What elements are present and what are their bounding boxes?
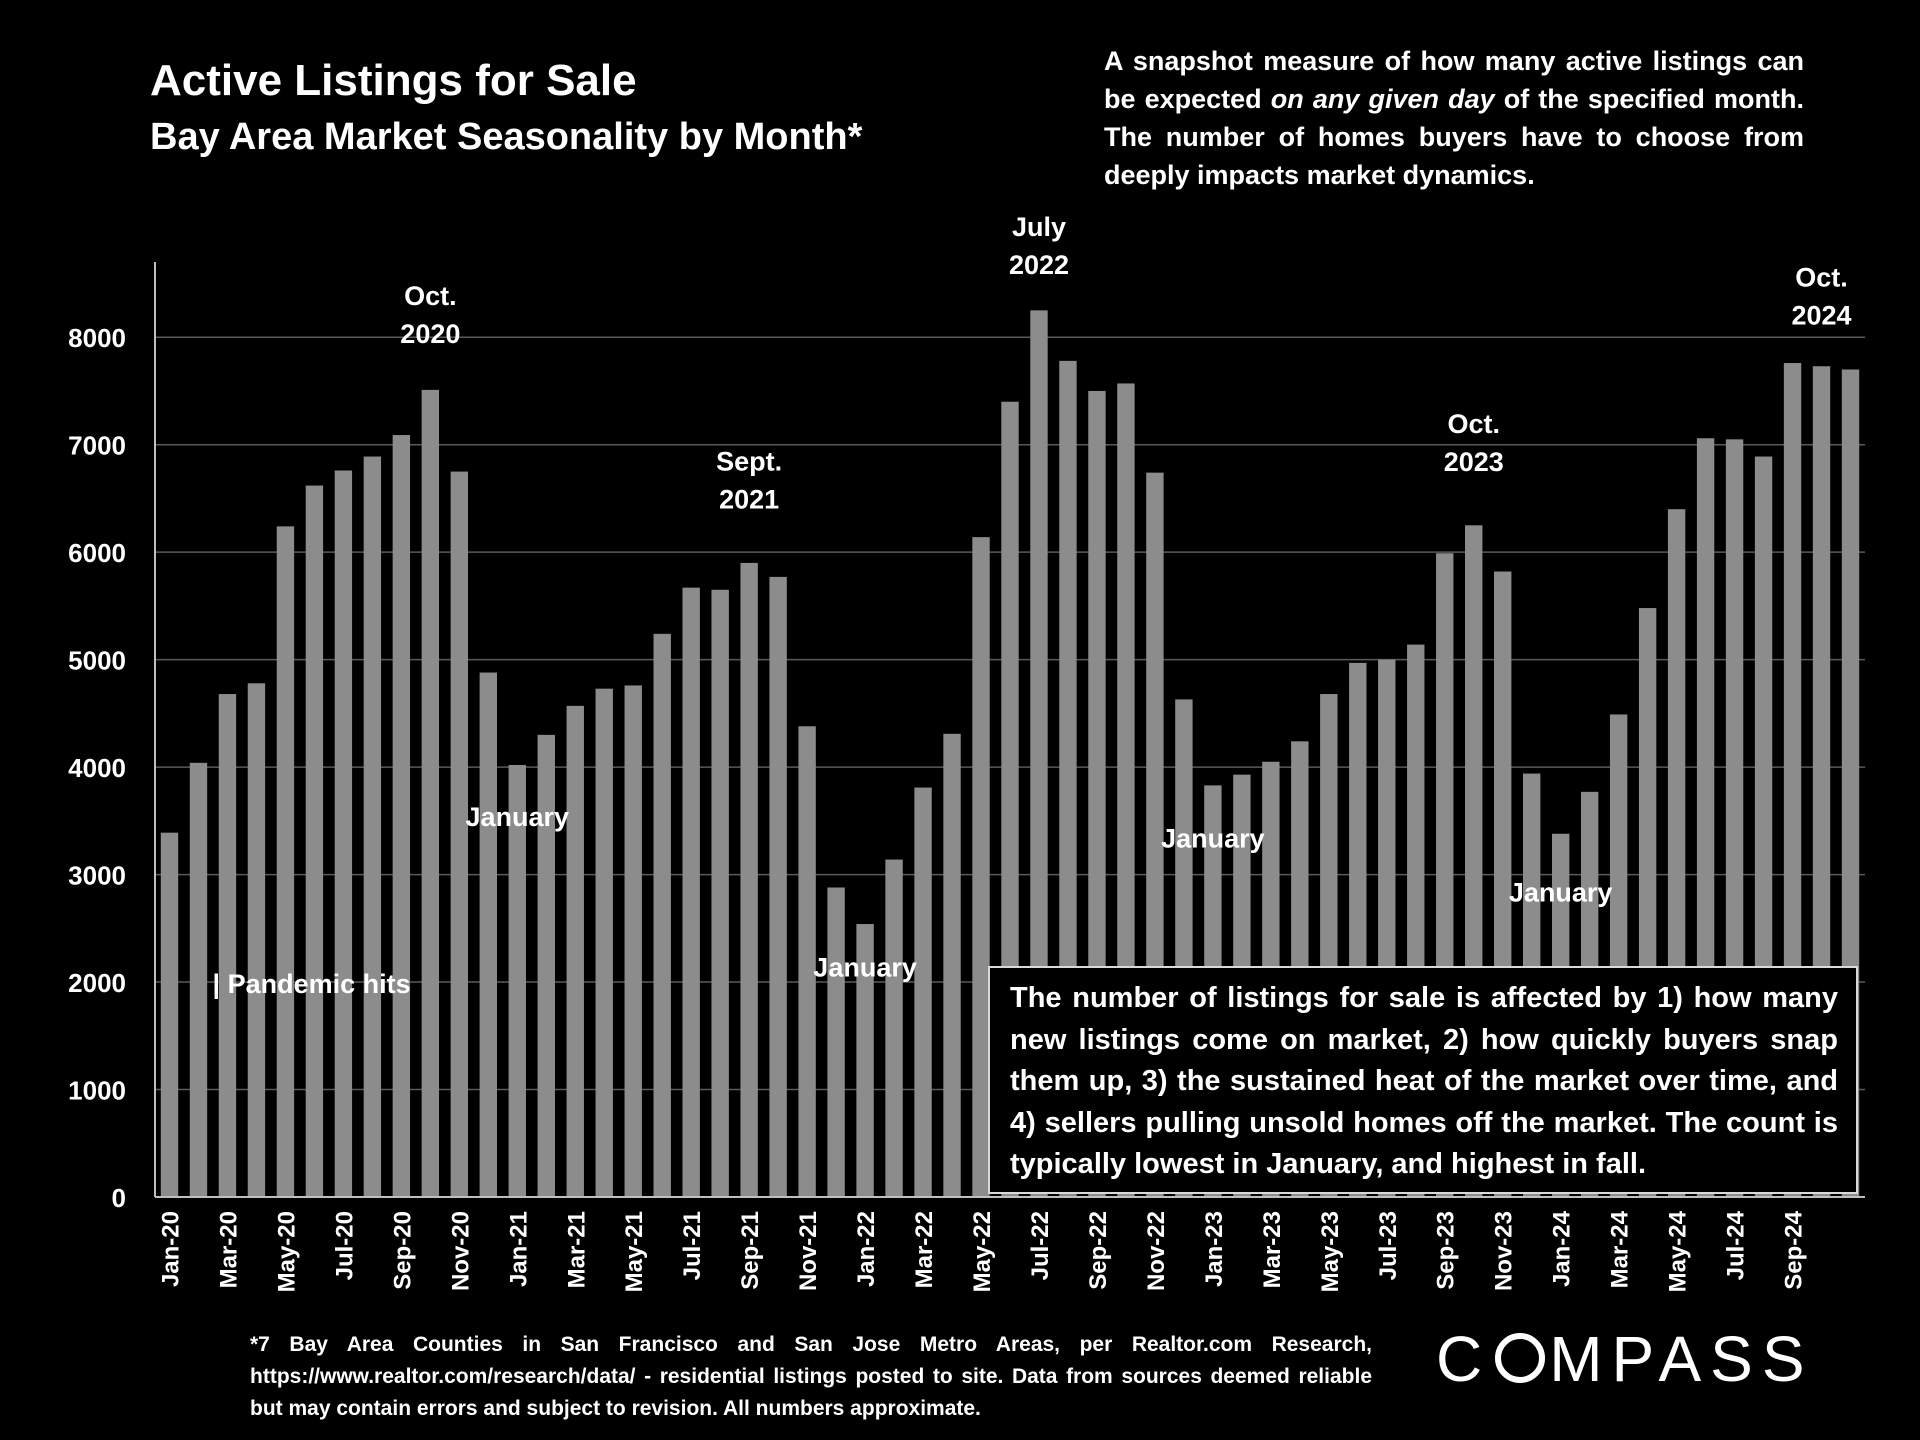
x-tick-label: Nov-20 [447,1211,474,1291]
chart-title: Active Listings for Sale [150,56,637,105]
x-tick-label: Sep-21 [737,1211,764,1290]
bar-jun-20 [305,485,324,1197]
x-tick-label: Sep-23 [1433,1211,1460,1290]
x-tick-label: Mar-20 [215,1211,242,1288]
bar-aug-20 [363,456,382,1198]
x-axis-ticks: Jan-20 Mar-20 May-20 Jul-20 Sep-20 Nov-20 Jan-… [157,1210,1807,1292]
bar-mar-22 [914,787,932,1197]
bar-dec-20 [479,672,497,1197]
x-tick-label: Jan-20 [157,1211,184,1287]
annotation-label: Oct. [1447,409,1500,439]
x-tick-label: May-23 [1317,1211,1344,1292]
x-tick-label: Sep-22 [1085,1211,1112,1290]
bar-apr-21 [595,688,613,1197]
logo-text-right: MPASS [1549,1323,1814,1395]
x-tick-label: Sep-24 [1781,1210,1808,1289]
x-tick-label: Jul-23 [1375,1211,1402,1280]
bar-nov-21 [798,726,816,1197]
annotation-label: January [813,953,917,983]
logo-text-left: C [1436,1323,1492,1395]
x-tick-label: May-21 [621,1211,648,1292]
y-tick-label: 1000 [68,1076,126,1106]
x-tick-label: Mar-24 [1607,1210,1634,1288]
bar-sep-21 [740,562,758,1197]
x-tick-label: Jan-22 [853,1211,880,1287]
bar-dec-21 [827,887,845,1197]
axes [154,262,1865,1198]
annotation-label: Sept. [716,446,782,476]
description-text-2: of the specified month. The number of ho… [1104,84,1804,190]
y-tick-label: 5000 [68,646,126,676]
annotation-label: January [466,802,570,832]
bar-feb-21 [537,734,555,1197]
y-tick-label: 2000 [68,968,126,998]
x-tick-label: Nov-22 [1143,1211,1170,1291]
bar-jan-20 [160,832,179,1197]
annotation-label: January [1161,824,1265,854]
x-tick-label: Jul-24 [1723,1210,1750,1280]
bar-mar-21 [566,705,584,1197]
bar-jun-21 [653,633,671,1197]
x-tick-label: Jan-24 [1549,1210,1576,1287]
annotation-label: July [1012,212,1066,242]
chart-subtitle: Bay Area Market Seasonality by Month* [150,116,863,158]
x-tick-label: Mar-21 [563,1211,590,1288]
annotation-label: Oct. [1795,263,1848,293]
x-tick-label: Mar-23 [1259,1211,1286,1288]
y-tick-label: 8000 [68,323,126,353]
bar-may-20 [276,526,295,1197]
x-tick-label: Nov-21 [795,1211,822,1291]
annotation-label: January [1509,877,1613,907]
x-tick-label: Mar-22 [911,1211,938,1288]
bar-apr-22 [943,733,961,1197]
x-tick-label: Nov-23 [1491,1211,1518,1291]
logo-o-icon [1495,1333,1546,1383]
annotation-label: 2020 [400,319,460,349]
x-tick-label: Jul-21 [679,1211,706,1280]
annotation-label: | Pandemic hits [213,969,411,999]
description-emphasis: on any given day [1270,84,1495,114]
x-tick-label: May-20 [273,1211,300,1292]
description-text-1: A snapshot measure of how many active li… [1104,46,1804,114]
x-tick-label: May-22 [969,1211,996,1292]
bar-may-21 [624,685,642,1197]
footnote: *7 Bay Area Counties in San Francisco an… [250,1333,1372,1420]
bar-sep-20 [392,435,411,1197]
x-tick-label: Sep-20 [389,1211,416,1290]
bar-oct-21 [769,576,787,1197]
y-tick-label: 7000 [68,431,126,461]
y-tick-label: 4000 [68,753,126,783]
annotation-label: Oct. [404,281,457,311]
bar-mar-20 [218,694,237,1197]
bar-jan-22 [856,924,874,1197]
explanation-box: The number of listings for sale is affec… [988,966,1858,1194]
y-tick-label: 3000 [68,861,126,891]
bar-aug-21 [711,589,729,1197]
annotations: Oct. 2020 Sept. 2021 July 2022 Oct. 2023 Oct. 202… [213,212,1852,999]
chart-description: A snapshot measure of how many active li… [1104,42,1804,194]
x-tick-label: Jan-23 [1201,1211,1228,1287]
x-tick-label: May-24 [1665,1210,1692,1292]
bar-nov-20 [450,471,469,1197]
bar-jul-21 [682,587,700,1197]
annotation-label: 2021 [719,484,779,514]
y-axis-ticks: 0 1000 2000 3000 4000 5000 6000 7000 8000 [68,323,126,1213]
y-tick-label: 0 [112,1183,126,1213]
bar-jan-21 [508,764,526,1197]
bar-may-22 [972,537,990,1197]
annotation-label: 2023 [1444,447,1504,477]
x-tick-label: Jul-20 [331,1211,358,1280]
bar-feb-20 [189,762,208,1197]
x-tick-label: Jan-21 [505,1211,532,1287]
compass-logo: C MPASS [1436,1322,1814,1396]
x-tick-label: Jul-22 [1027,1211,1054,1280]
bar-feb-22 [885,859,903,1197]
bar-apr-20 [247,683,266,1197]
bar-oct-20 [421,389,440,1197]
annotation-label: 2022 [1009,250,1069,280]
y-tick-label: 6000 [68,538,126,568]
bar-jul-20 [334,470,353,1197]
annotation-label: 2024 [1791,301,1851,331]
